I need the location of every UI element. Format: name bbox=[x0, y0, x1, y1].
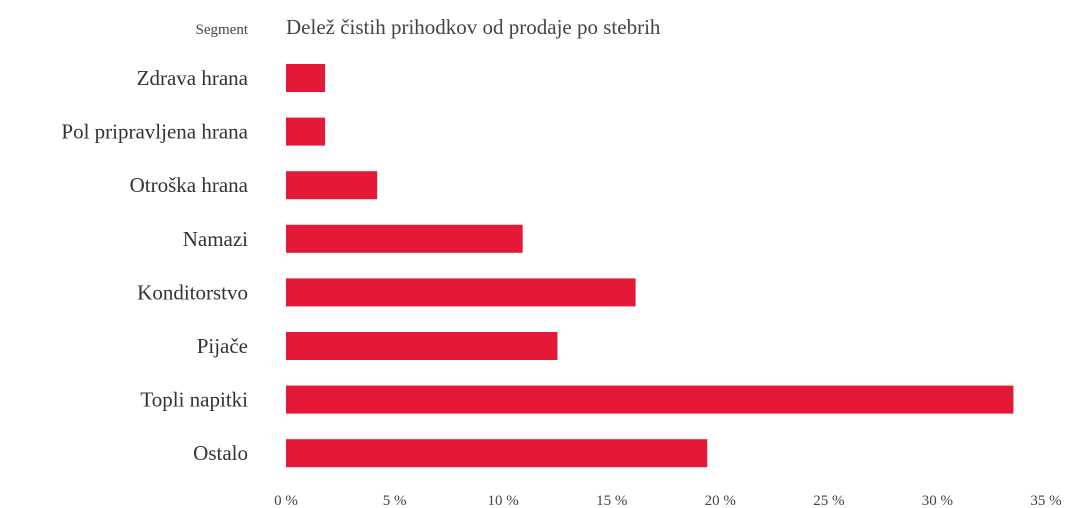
x-tick-label-7: 35 % bbox=[1030, 493, 1061, 508]
x-tick-labels-group: 0 % 5 % 10 % 15 % 20 % 25 % 30 % 35 % bbox=[274, 493, 1062, 508]
x-tick-label-5: 25 % bbox=[813, 493, 844, 508]
category-label-2: Otroška hrana bbox=[130, 173, 249, 197]
category-header: Segment bbox=[196, 22, 249, 38]
bar-6 bbox=[286, 385, 1014, 414]
bar-3 bbox=[286, 224, 523, 253]
x-tick-label-2: 10 % bbox=[488, 493, 519, 508]
x-tick-label-4: 20 % bbox=[705, 493, 736, 508]
bar-4 bbox=[286, 278, 636, 307]
category-label-7: Ostalo bbox=[193, 441, 248, 465]
bar-1 bbox=[286, 117, 326, 146]
x-tick-label-0: 0 % bbox=[274, 493, 298, 508]
bars-group bbox=[286, 64, 1014, 468]
bar-5 bbox=[286, 332, 558, 360]
category-label-3: Namazi bbox=[183, 227, 248, 251]
category-labels-group: Zdrava hrana Pol pripravljena hrana Otrošk… bbox=[61, 66, 248, 465]
category-label-4: Konditorstvo bbox=[137, 280, 248, 304]
x-tick-label-3: 15 % bbox=[596, 493, 627, 508]
category-label-0: Zdrava hrana bbox=[137, 66, 249, 90]
chart-title: Delež čistih prihodkov od prodaje po ste… bbox=[286, 15, 661, 39]
category-label-5: Pijače bbox=[197, 334, 248, 358]
bar-0 bbox=[286, 64, 326, 92]
bar-2 bbox=[286, 171, 378, 200]
bar-7 bbox=[286, 439, 708, 468]
x-tick-label-6: 30 % bbox=[922, 493, 953, 508]
category-label-1: Pol pripravljena hrana bbox=[61, 120, 248, 144]
category-label-6: Topli napitki bbox=[140, 388, 248, 412]
x-tick-label-1: 5 % bbox=[383, 493, 407, 508]
